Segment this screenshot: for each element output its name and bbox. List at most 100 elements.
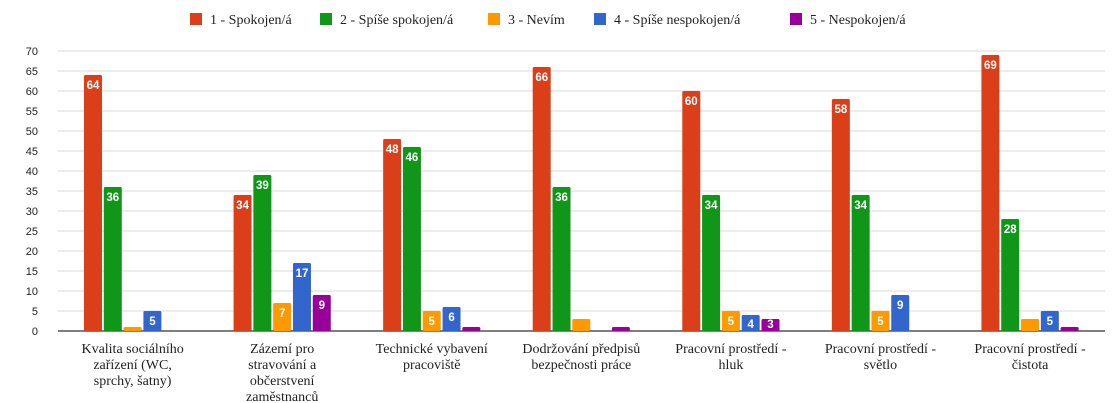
bar[interactable]	[532, 67, 551, 331]
legend-item[interactable]: 1 - Spokojen/á	[190, 13, 292, 28]
x-category-label-line: Pracovní prostředí -	[675, 342, 787, 357]
bar-value-label: 36	[106, 192, 119, 204]
bar[interactable]	[143, 311, 162, 331]
x-category-label-line: hluk	[718, 358, 743, 373]
y-tick-label: 55	[26, 106, 38, 118]
bar[interactable]	[682, 91, 701, 331]
bar-value-label: 5	[429, 316, 436, 328]
x-category-label: Technické vybavení pracoviště	[376, 342, 488, 373]
bar[interactable]	[611, 327, 630, 331]
bar-value-label: 64	[87, 80, 100, 92]
y-tick-label: 25	[26, 226, 38, 238]
bar[interactable]	[1021, 319, 1040, 331]
x-category-label-line: pracoviště	[403, 358, 461, 373]
bar-value-label: 58	[834, 104, 847, 116]
bar[interactable]	[1040, 311, 1059, 331]
bar-value-label: 5	[728, 316, 735, 328]
bar-value-label: 36	[555, 192, 568, 204]
y-tick-label: 40	[26, 166, 38, 178]
y-tick-label: 10	[26, 286, 38, 298]
bar[interactable]	[233, 195, 252, 331]
legend: 1 - Spokojen/á 2 - Spíše spokojen/á 3 - Ne…	[190, 13, 906, 28]
bar[interactable]	[312, 295, 331, 331]
x-category-label: Pracovní prostředí -světlo	[825, 342, 937, 373]
y-tick-label: 15	[26, 266, 38, 278]
bar-value-label: 34	[236, 200, 249, 212]
bar[interactable]	[442, 307, 461, 331]
bar[interactable]	[292, 263, 311, 331]
x-category-label-line: sprchy, šatny)	[94, 374, 172, 389]
y-tick-label: 45	[26, 146, 38, 158]
bar-value-label: 66	[535, 72, 548, 84]
gridlines	[58, 50, 1105, 332]
x-category-label: Pracovní prostředí -hluk	[675, 342, 787, 373]
y-tick-label: 5	[32, 306, 38, 318]
x-category-label-line: Pracovní prostředí -	[974, 342, 1086, 357]
legend-item[interactable]: 2 - Spíše spokojen/á	[320, 13, 454, 28]
bar-value-label: 17	[296, 268, 309, 280]
legend-swatch	[320, 13, 332, 25]
x-category-label-line: zaměstnanců	[246, 390, 318, 403]
y-tick-label: 70	[26, 46, 38, 58]
x-category-label-line: Kvalita sociálního	[81, 342, 183, 357]
bar[interactable]	[383, 139, 402, 331]
bar[interactable]	[123, 327, 142, 331]
bar-value-label: 7	[279, 308, 285, 320]
legend-label: 5 - Nespokojen/á	[810, 13, 906, 28]
bar[interactable]	[741, 315, 760, 331]
bar-value-label: 28	[1004, 224, 1017, 236]
bar[interactable]	[1060, 327, 1079, 331]
y-tick-label: 35	[26, 186, 38, 198]
bar[interactable]	[702, 195, 721, 331]
bar[interactable]	[402, 147, 421, 331]
x-category-label: Pracovní prostředí -čistota	[974, 342, 1086, 373]
bar[interactable]	[103, 187, 122, 331]
x-category-label-line: bezpečnosti práce	[531, 358, 631, 373]
bar[interactable]	[273, 303, 292, 331]
legend-label: 2 - Spíše spokojen/á	[340, 13, 454, 28]
bar-value-label: 34	[854, 200, 867, 212]
x-category-label-line: Zázemí pro	[250, 342, 314, 357]
x-category-label-line: zařízení (WC,	[93, 358, 172, 373]
x-category-label: Zázemí pro stravování a občerstvení zaměstn…	[246, 342, 318, 403]
bar[interactable]	[1001, 219, 1020, 331]
bar[interactable]	[871, 311, 890, 331]
legend-swatch	[790, 13, 802, 25]
bars	[84, 55, 1079, 331]
x-category-label: Kvalita sociálního zařízení (WC, sprchy, š…	[81, 342, 183, 389]
y-tick-label: 65	[26, 66, 38, 78]
y-tick-label: 0	[32, 326, 38, 338]
bar[interactable]	[253, 175, 272, 331]
bar[interactable]	[572, 319, 591, 331]
x-category-label-line: Technické vybavení	[376, 342, 488, 357]
bar[interactable]	[422, 311, 441, 331]
x-category-label: Dodržování předpisů bezpečnosti práce	[522, 342, 640, 373]
bar-value-label: 34	[705, 200, 718, 212]
bar-value-label: 5	[877, 316, 884, 328]
legend-item[interactable]: 4 - Spíše nespokojen/á	[594, 13, 741, 28]
legend-item[interactable]: 3 - Nevím	[488, 13, 565, 28]
legend-label: 1 - Spokojen/á	[210, 13, 292, 28]
bar-value-label: 4	[747, 319, 754, 331]
bar[interactable]	[761, 319, 780, 331]
y-tick-label: 20	[26, 246, 38, 258]
bar[interactable]	[721, 311, 740, 331]
bar[interactable]	[84, 75, 102, 331]
x-category-label-line: Pracovní prostředí -	[825, 342, 937, 357]
bar[interactable]	[891, 295, 910, 331]
bar[interactable]	[462, 327, 481, 331]
x-category-label-line: občerstvení	[250, 374, 315, 389]
bar-value-label: 39	[256, 180, 269, 192]
bar-value-label: 60	[685, 96, 698, 108]
legend-item[interactable]: 5 - Nespokojen/á	[790, 13, 906, 28]
bar[interactable]	[981, 55, 1000, 331]
bar[interactable]	[552, 187, 571, 331]
bar-value-label: 6	[448, 312, 454, 324]
bar-value-label: 5	[149, 316, 156, 328]
bar-value-label: 9	[897, 300, 903, 312]
bar[interactable]	[851, 195, 870, 331]
bar-value-label: 3	[767, 319, 773, 331]
x-category-label-line: Dodržování předpisů	[522, 342, 640, 357]
bar[interactable]	[831, 99, 850, 331]
